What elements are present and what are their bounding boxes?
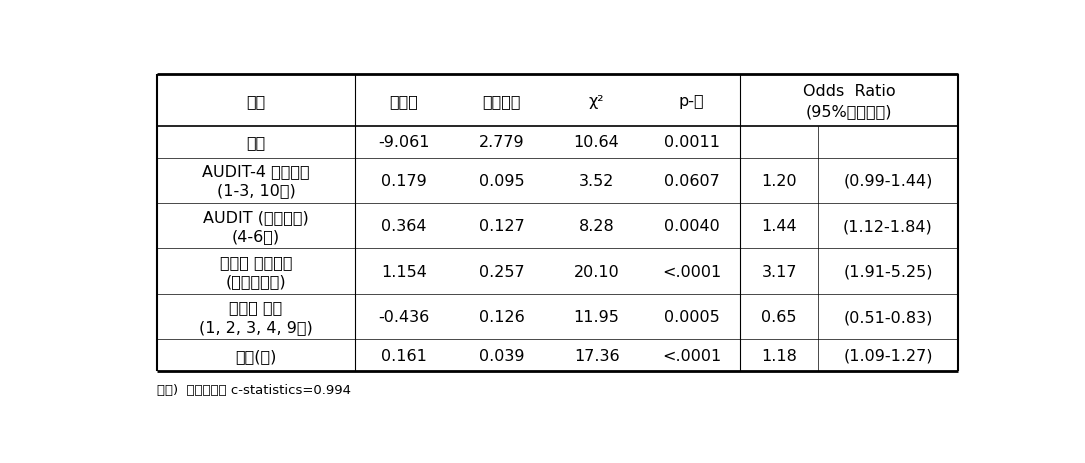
Text: 상수: 상수 [246, 135, 266, 150]
Text: 0.161: 0.161 [381, 348, 427, 363]
Text: 3.17: 3.17 [762, 264, 797, 279]
Text: 알콜올 의존철도
(강박적음주): 알콜올 의존철도 (강박적음주) [220, 255, 292, 289]
Text: 주업)  모형적합도 c-statistics=0.994: 주업) 모형적합도 c-statistics=0.994 [156, 383, 350, 396]
Text: 추정치: 추정치 [390, 94, 419, 108]
Text: 1.44: 1.44 [762, 219, 797, 234]
Text: <.0001: <.0001 [662, 264, 722, 279]
Text: -9.061: -9.061 [379, 135, 430, 150]
Text: 0.179: 0.179 [381, 174, 426, 188]
Text: -0.436: -0.436 [379, 309, 430, 325]
Text: 자존감 일부
(1, 2, 3, 4, 9번): 자존감 일부 (1, 2, 3, 4, 9번) [200, 300, 312, 334]
Text: 0.0607: 0.0607 [664, 174, 719, 188]
Text: 0.0011: 0.0011 [664, 135, 719, 150]
Text: 변수: 변수 [246, 94, 266, 108]
Text: (0.51-0.83): (0.51-0.83) [843, 309, 933, 325]
Text: AUDIT-4 간편도구
(1-3, 10번): AUDIT-4 간편도구 (1-3, 10번) [202, 164, 310, 198]
Text: 0.364: 0.364 [381, 219, 426, 234]
Text: χ²: χ² [589, 94, 604, 108]
Text: 0.257: 0.257 [478, 264, 524, 279]
Text: (0.99-1.44): (0.99-1.44) [843, 174, 933, 188]
Text: 연령(세): 연령(세) [235, 348, 277, 363]
Text: p-값: p-값 [679, 94, 704, 108]
Text: 표준오차: 표준오차 [482, 94, 521, 108]
Text: 1.154: 1.154 [381, 264, 427, 279]
Text: 0.126: 0.126 [478, 309, 524, 325]
Text: 0.65: 0.65 [762, 309, 797, 325]
Text: 2.779: 2.779 [478, 135, 524, 150]
Text: 17.36: 17.36 [574, 348, 620, 363]
Text: 1.20: 1.20 [762, 174, 797, 188]
Text: (1.91-5.25): (1.91-5.25) [843, 264, 933, 279]
Text: (95%신뢰구간): (95%신뢰구간) [806, 104, 893, 119]
Text: 1.18: 1.18 [762, 348, 797, 363]
Text: 20.10: 20.10 [574, 264, 620, 279]
Text: <.0001: <.0001 [662, 348, 722, 363]
Text: 0.127: 0.127 [478, 219, 524, 234]
Text: 8.28: 8.28 [578, 219, 614, 234]
Text: 0.095: 0.095 [478, 174, 524, 188]
Text: (1.12-1.84): (1.12-1.84) [843, 219, 933, 234]
Text: 0.039: 0.039 [478, 348, 524, 363]
Text: AUDIT (의존증상)
(4-6번): AUDIT (의존증상) (4-6번) [203, 209, 309, 244]
Text: Odds  Ratio: Odds Ratio [803, 83, 895, 99]
Text: 10.64: 10.64 [574, 135, 620, 150]
Text: 0.0040: 0.0040 [664, 219, 719, 234]
Text: 0.0005: 0.0005 [664, 309, 719, 325]
Text: 3.52: 3.52 [579, 174, 614, 188]
Text: 11.95: 11.95 [574, 309, 620, 325]
Text: (1.09-1.27): (1.09-1.27) [843, 348, 933, 363]
